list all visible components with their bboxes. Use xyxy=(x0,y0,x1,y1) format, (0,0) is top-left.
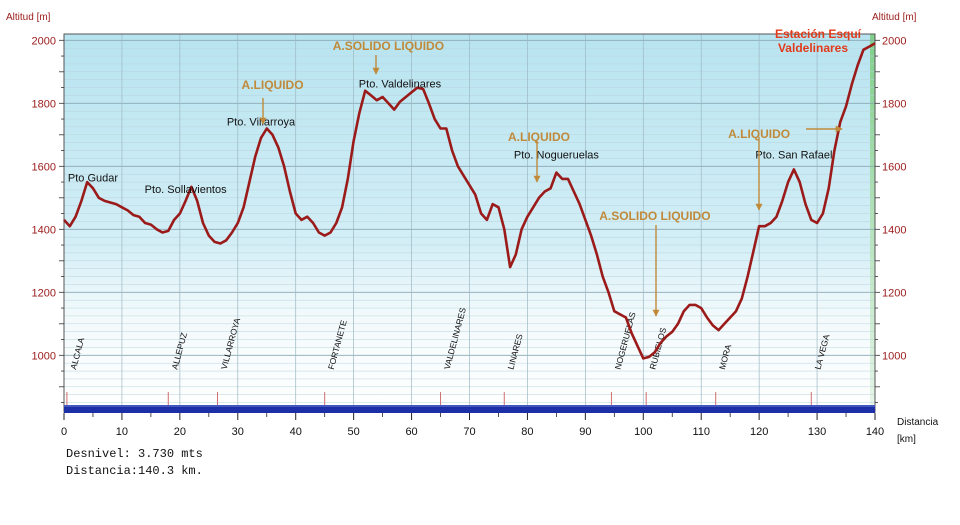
desnivel-text: Desnivel: 3.730 mts xyxy=(66,447,203,461)
y-tick-label-left: 1200 xyxy=(32,287,56,299)
x-tick-label: 10 xyxy=(116,426,128,438)
ski-station-label: Valdelinares xyxy=(778,41,848,55)
y-tick-label-right: 1400 xyxy=(882,224,906,236)
ski-station-label: Estación Esquí xyxy=(775,27,862,41)
supply-label: A.LIQUIDO xyxy=(242,78,304,92)
y-tick-label-right: 1800 xyxy=(882,98,906,110)
x-tick-label: 60 xyxy=(405,426,417,438)
y-tick-label-left: 2000 xyxy=(32,35,56,47)
x-tick-label: 130 xyxy=(808,426,826,438)
x-tick-label: 90 xyxy=(579,426,591,438)
x-tick-label: 30 xyxy=(232,426,244,438)
supply-label: A.LIQUIDO xyxy=(508,130,570,144)
x-tick-label: 100 xyxy=(634,426,652,438)
x-tick-label: 120 xyxy=(750,426,768,438)
y-tick-label-right: 1200 xyxy=(882,287,906,299)
pass-label: Pto Gudar xyxy=(68,172,118,184)
x-axis-title: Distancia xyxy=(897,417,939,428)
supply-label: A.SOLIDO LIQUIDO xyxy=(599,209,710,223)
x-tick-label: 50 xyxy=(348,426,360,438)
x-tick-label: 110 xyxy=(692,426,710,438)
pass-label: Pto. Valdelinares xyxy=(359,79,442,91)
pass-label: Pto. Villarroya xyxy=(227,116,296,128)
y-tick-label-left: 1600 xyxy=(32,161,56,173)
distancia-text: Distancia:140.3 km. xyxy=(66,464,203,478)
pass-label: Pto. Nogueruelas xyxy=(514,149,599,161)
y-tick-label-right: 1000 xyxy=(882,350,906,362)
y-tick-label-right: 1600 xyxy=(882,161,906,173)
pass-label: Pto. Sollavientos xyxy=(145,184,227,196)
plot-right-band xyxy=(870,34,875,412)
y-axis-title-right: Altitud [m] xyxy=(872,12,917,23)
y-tick-label-left: 1800 xyxy=(32,98,56,110)
supply-label: A.SOLIDO LIQUIDO xyxy=(333,39,444,53)
x-tick-label: 80 xyxy=(521,426,533,438)
x-axis-unit: [km] xyxy=(897,434,916,445)
elevation-line xyxy=(63,42,876,360)
y-tick-label-left: 1400 xyxy=(32,224,56,236)
y-axis-title-left: Altitud [m] xyxy=(6,12,51,23)
x-tick-label: 40 xyxy=(290,426,302,438)
x-tick-label: 20 xyxy=(174,426,186,438)
y-tick-label-right: 2000 xyxy=(882,35,906,47)
y-tick-label-left: 1000 xyxy=(32,350,56,362)
x-tick-label: 70 xyxy=(463,426,475,438)
supply-label: A.LIQUIDO xyxy=(728,127,790,141)
pass-label: Pto. San Rafael xyxy=(755,149,832,161)
x-tick-label: 140 xyxy=(866,426,884,438)
x-axis-band xyxy=(64,405,875,413)
x-tick-label: 0 xyxy=(61,426,67,438)
